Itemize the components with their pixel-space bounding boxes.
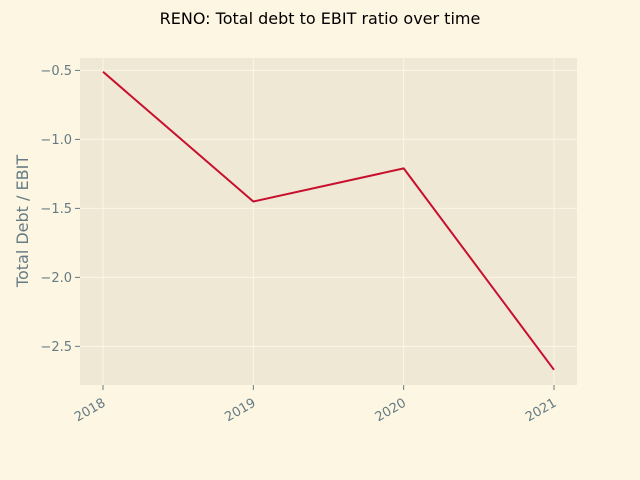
y-axis-label: Total Debt / EBIT [13,155,32,288]
y-tick-label: −1.5 [40,202,72,217]
series-layer [102,71,555,371]
y-tick-label: −2.0 [40,271,72,286]
y-tick-label: −1.0 [40,133,72,148]
y-axis-ticks: −2.5 −2.0 −1.5 −1.0 −0.5 [40,64,80,355]
y-tick-label: −2.5 [40,340,72,355]
plot-area [80,58,577,385]
series-line [102,71,555,371]
chart-title: RENO: Total debt to EBIT ratio over time [160,9,481,28]
grid-lines [80,58,577,385]
y-tick-label: −0.5 [40,64,72,79]
